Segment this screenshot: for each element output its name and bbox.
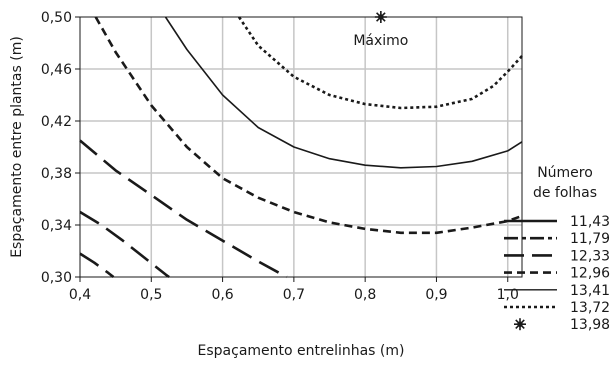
legend-star-icon [514, 318, 526, 331]
x-tick-label: 0,7 [283, 287, 305, 303]
grid-lines [80, 17, 522, 277]
y-tick-label: 0,50 [41, 10, 72, 26]
contour-line-13-72 [237, 16, 523, 110]
y-tick-label: 0,38 [41, 166, 72, 182]
contour-line-11-79 [79, 210, 170, 279]
legend-item: 12,33 [504, 248, 610, 264]
x-tick-label: 0,8 [354, 287, 376, 303]
x-tick-label: 0,9 [425, 287, 447, 303]
y-tick-label: 0,46 [41, 62, 72, 78]
contour-line-11-43 [79, 252, 115, 279]
legend-item: 11,43 [504, 214, 610, 230]
legend-label: 12,96 [570, 266, 610, 282]
legend-title-line1: Número [537, 165, 593, 181]
legend-label: 13,41 [570, 283, 610, 299]
y-axis-label: Espaçamento entre plantas (m) [9, 36, 25, 258]
legend-title-line2: de folhas [533, 185, 597, 201]
legend: Número de folhas 11,4311,7912,3312,9613,… [504, 165, 610, 333]
contour-line-13-41 [164, 16, 523, 169]
y-tick-label: 0,30 [41, 270, 72, 286]
legend-label: 13,72 [570, 300, 610, 316]
x-tick-label: 0,4 [69, 287, 91, 303]
legend-item: 11,79 [504, 231, 610, 247]
contour-line-12-33 [79, 139, 288, 279]
contour-line-12-96 [94, 16, 523, 235]
maximum-label: Máximo [353, 33, 408, 49]
y-tick-label: 0,42 [41, 114, 72, 130]
x-tick-label: 1,0 [497, 287, 519, 303]
maximum-star-icon [374, 11, 387, 23]
x-tick-label: 0,6 [211, 287, 233, 303]
legend-label: 11,43 [570, 214, 610, 230]
x-axis-ticks: 0,4 0,5 0,6 0,7 0,8 0,9 1,0 [69, 277, 519, 303]
legend-label: 13,98 [570, 317, 610, 333]
plot-frame [79, 16, 523, 278]
legend-item: 13,41 [504, 283, 610, 299]
x-axis-label: Espaçamento entrelinhas (m) [198, 343, 405, 359]
legend-item: 12,96 [504, 266, 610, 282]
legend-item: 13,72 [504, 300, 610, 316]
y-axis-ticks: 0,30 0,34 0,38 0,42 0,46 0,50 [41, 10, 80, 286]
legend-item: 13,98 [514, 317, 610, 333]
y-tick-label: 0,34 [41, 218, 72, 234]
x-tick-label: 0,5 [140, 287, 162, 303]
legend-label: 11,79 [570, 231, 610, 247]
legend-label: 12,33 [570, 248, 610, 264]
contour-curves [79, 16, 523, 279]
